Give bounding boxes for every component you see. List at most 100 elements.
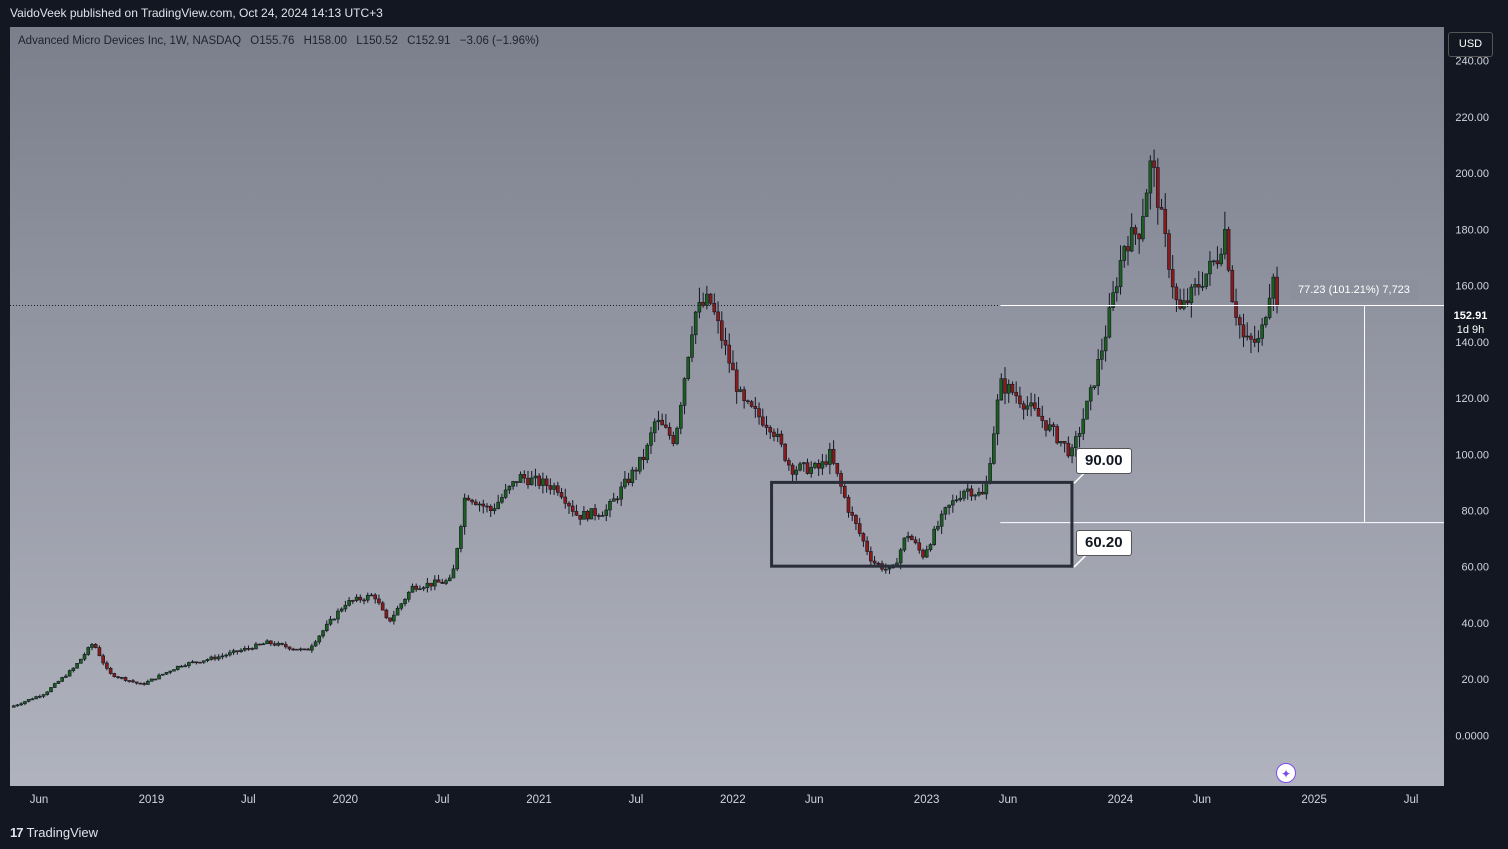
candle-up (399, 603, 404, 609)
candle-down (768, 427, 773, 433)
tradingview-logo-icon: 17 (10, 824, 24, 840)
callout-upper[interactable]: 90.00 (1076, 448, 1132, 474)
time-tick-label: Jul (435, 794, 450, 806)
candle-up (1245, 335, 1250, 338)
candle-up (511, 481, 515, 487)
candle-up (1115, 286, 1119, 294)
time-tick-label: Jun (999, 794, 1018, 806)
price-chart[interactable]: 240.00 220.00 200.00 180.00 160.00 140.00 120.… (10, 27, 1496, 813)
candle-down (734, 369, 739, 392)
time-tick-label: 2020 (332, 794, 358, 806)
candle-down (257, 643, 262, 646)
time-tick-label: Jun (805, 794, 824, 806)
candle-up (168, 670, 173, 673)
candle-down (1010, 383, 1015, 393)
axes-layer: 240.00 220.00 200.00 180.00 160.00 140.00 120.… (10, 27, 1496, 813)
candle-down (302, 648, 307, 651)
candle-up (924, 549, 929, 558)
candle-up (965, 488, 970, 492)
candle-up (697, 302, 702, 313)
candle-up (611, 498, 616, 502)
candle-up (608, 501, 612, 511)
candle-up (354, 596, 359, 601)
candle-down (667, 427, 672, 436)
candle-down (597, 515, 601, 517)
candle-down (272, 643, 277, 646)
candle-up (682, 378, 687, 406)
candle-down (719, 320, 724, 341)
candle-up (447, 577, 452, 582)
price-tick-label: 180.00 (1455, 224, 1489, 236)
candle-up (321, 630, 325, 637)
candle-up (1029, 402, 1033, 407)
candle-down (917, 542, 922, 551)
candle-up (992, 433, 996, 464)
last-price-value: 152.91 (1453, 310, 1488, 322)
candle-down (388, 617, 392, 622)
candle-up (395, 607, 400, 616)
candle-down (585, 510, 590, 520)
candle-down (701, 302, 705, 306)
candle-down (716, 311, 720, 322)
candle-up (336, 610, 340, 620)
candle-up (675, 427, 679, 444)
candle-down (869, 551, 873, 562)
candle-down (857, 523, 862, 534)
candle-up (11, 705, 16, 708)
candle-up (775, 433, 780, 437)
candle-up (52, 683, 57, 688)
candle-up (410, 585, 415, 593)
candle-up (690, 334, 694, 358)
candle-down (123, 677, 128, 681)
candle-up (60, 677, 64, 682)
time-tick-label: Jul (1404, 794, 1419, 806)
candle-up (492, 508, 497, 511)
overlays-layer (10, 305, 1444, 568)
candle-down (634, 469, 638, 472)
candle-up (41, 694, 46, 697)
candle-down (373, 594, 378, 600)
candle-up (1077, 433, 1082, 437)
candle-down (377, 598, 381, 604)
candle-down (723, 339, 728, 346)
price-tick-label: 40.00 (1461, 618, 1489, 630)
candle-down (283, 644, 288, 648)
candle-down (1174, 286, 1179, 301)
candle-up (190, 661, 195, 664)
candle-up (265, 640, 269, 645)
candle-up (1148, 160, 1153, 194)
candle-up (313, 641, 318, 647)
candle-up (645, 444, 650, 460)
candle-up (201, 660, 206, 663)
candle-up (209, 656, 214, 660)
candle-down (660, 419, 664, 426)
candle-up (75, 663, 79, 669)
candle-down (712, 302, 717, 313)
candle-up (507, 485, 512, 491)
candle-down (1252, 338, 1257, 343)
candle-up (30, 698, 35, 701)
sparkle-icon[interactable]: ✦ (1276, 763, 1296, 783)
candle-up (164, 671, 169, 675)
candle-up (433, 579, 437, 587)
candle-up (705, 293, 709, 306)
candle-up (693, 311, 698, 336)
candle-up (160, 673, 165, 676)
candle-down (358, 596, 363, 601)
symbol-legend[interactable]: Advanced Micro Devices Inc, 1W, NASDAQ O… (18, 35, 545, 47)
candle-down (578, 514, 582, 520)
currency-button[interactable]: USD (1448, 32, 1493, 57)
candle-up (801, 462, 806, 465)
candle-up (425, 582, 430, 588)
time-tick-label: Jul (629, 794, 644, 806)
candle-up (175, 665, 180, 670)
callout-lower[interactable]: 60.20 (1076, 530, 1132, 556)
chart-area[interactable] (10, 27, 1496, 813)
candle-down (1230, 269, 1235, 303)
candle-down (1237, 317, 1242, 326)
time-tick-label: Jun (1192, 794, 1211, 806)
candle-up (317, 635, 322, 643)
candle-up (582, 510, 586, 520)
price-tick-label: 80.00 (1461, 506, 1489, 518)
price-range-label[interactable]: 77.23 (101.21%) 7,723 (1290, 279, 1418, 301)
